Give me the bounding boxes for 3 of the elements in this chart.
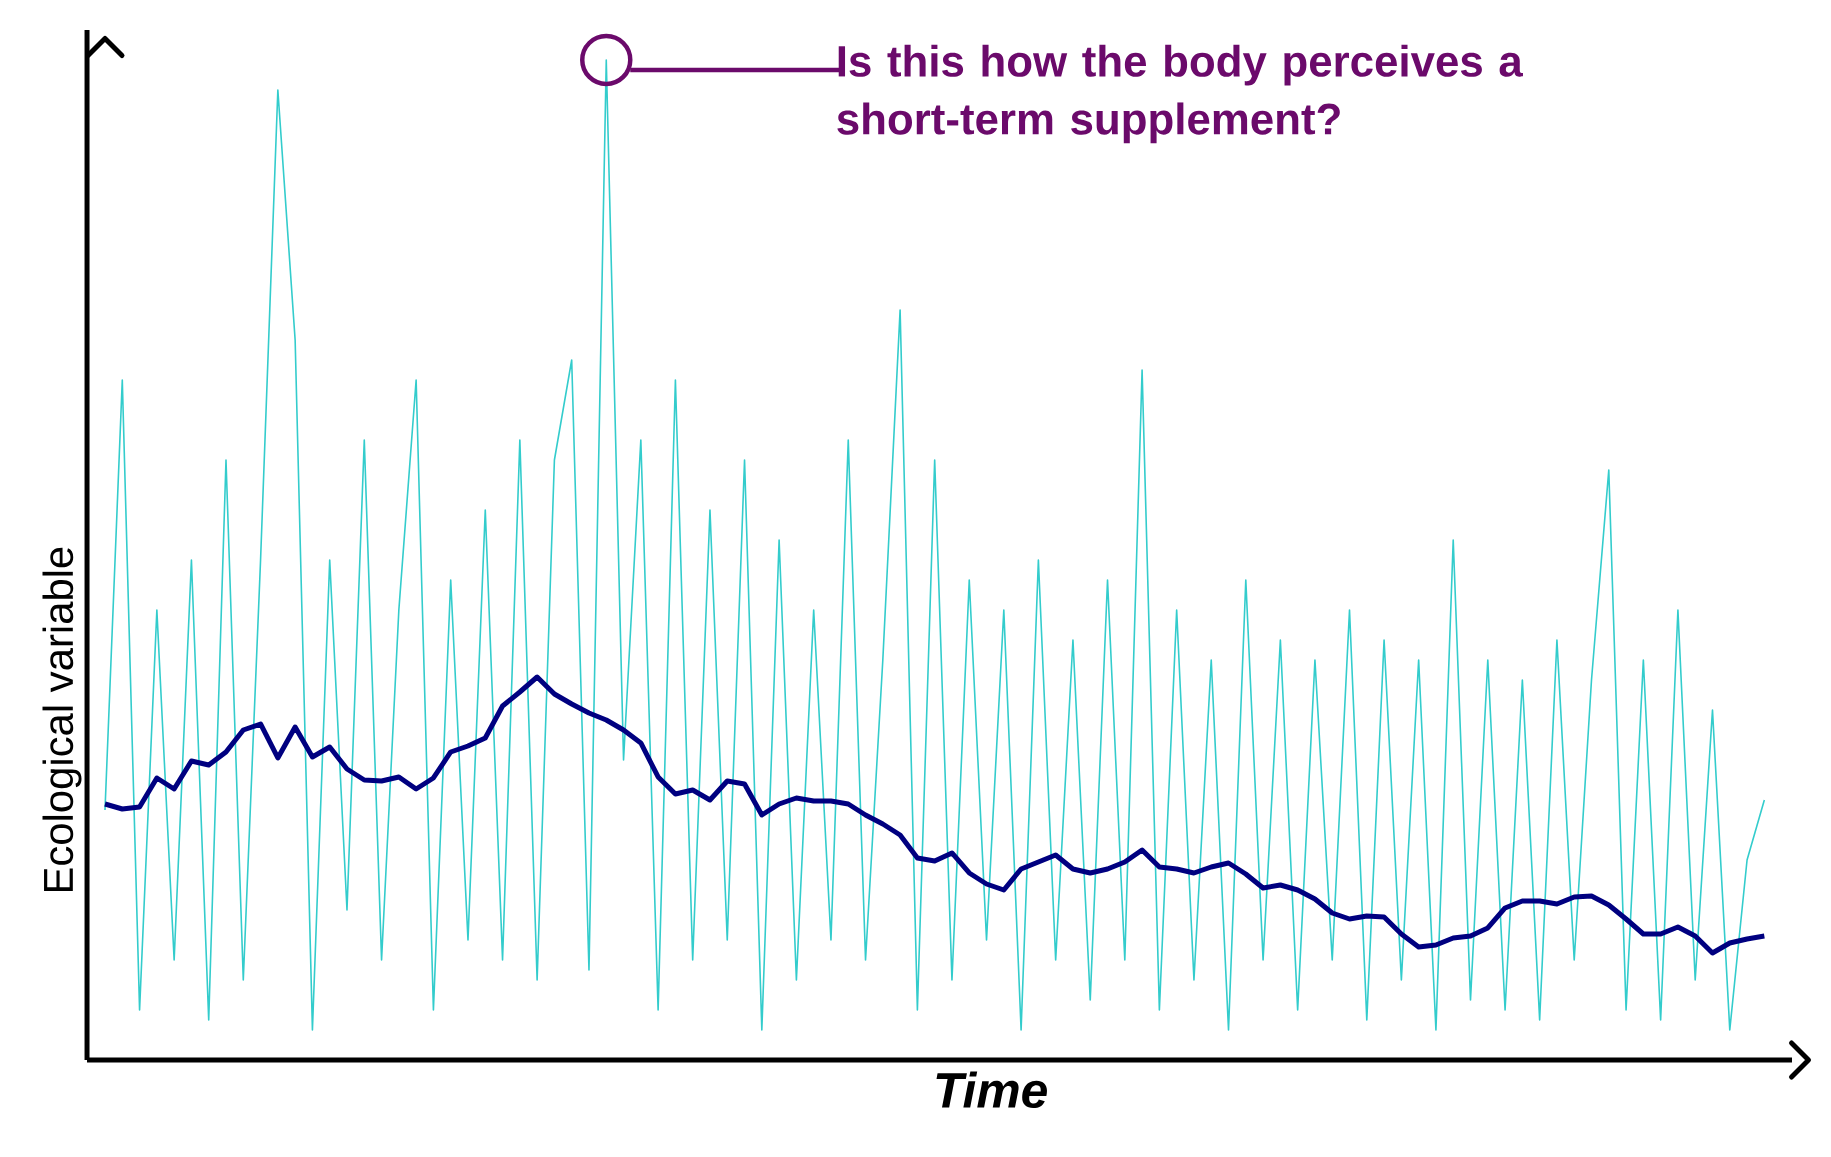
x-axis-title: Time <box>936 1071 1047 1109</box>
annotation: Is this how the body perceives a short-term supplement? <box>837 44 1523 144</box>
y-axis-title: Ecological variable <box>42 547 82 892</box>
